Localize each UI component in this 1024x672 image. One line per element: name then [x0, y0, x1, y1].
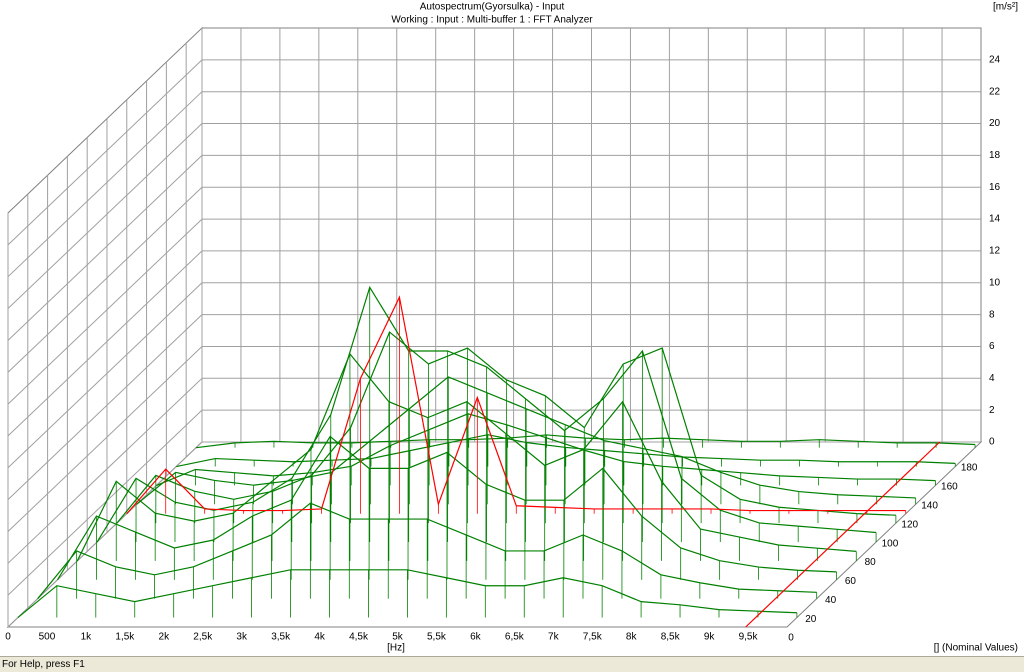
grid-line — [7, 218, 203, 405]
x-tick-label: 5,5k — [427, 632, 447, 643]
x-tick-label: 7k — [548, 632, 560, 643]
grid-line — [7, 250, 203, 437]
trace — [96, 285, 877, 543]
x-tick-label: 3k — [236, 632, 248, 643]
grid-line — [7, 123, 203, 309]
y-tick-label: 16 — [989, 182, 1001, 193]
y-tick-label: 24 — [989, 54, 1001, 65]
y-tick-label: 10 — [989, 277, 1001, 288]
x-tick-label: 1,5k — [115, 632, 135, 643]
x-tick-label: 7,5k — [583, 632, 603, 643]
z-tick-label: 80 — [865, 557, 877, 568]
z-tick-label: 140 — [921, 500, 938, 511]
y-tick-label: 14 — [989, 214, 1001, 225]
chart-title: Autospectrum(Gyorsulka) - Input — [420, 2, 565, 13]
x-tick-label: 8k — [626, 632, 638, 643]
z-tick-label: 160 — [941, 482, 958, 493]
z-axis-label: [] (Nominal Values) — [934, 643, 1018, 654]
z-tick-label: 100 — [882, 538, 899, 549]
x-tick-label: 6k — [470, 632, 482, 643]
x-tick-label: 500 — [39, 632, 56, 643]
status-bar: For Help, press F1 — [0, 656, 1024, 672]
y-tick-label: 8 — [989, 309, 995, 320]
cursor-line — [745, 441, 941, 628]
z-tick-label: 40 — [825, 595, 837, 606]
trace — [56, 435, 837, 581]
x-tick-label: 6,5k — [505, 632, 525, 643]
y-tick-label: 18 — [989, 150, 1001, 161]
trace — [176, 434, 956, 468]
chart: Autospectrum(Gyorsulka) - Input Working … — [5, 2, 1018, 654]
trace — [37, 502, 817, 600]
z-tick-label: 120 — [901, 519, 918, 530]
grid-line — [7, 186, 203, 373]
trace — [156, 413, 936, 486]
x-tick-label: 2k — [159, 632, 171, 643]
grid-line — [7, 282, 203, 469]
y-tick-label: 2 — [989, 405, 995, 416]
grid-line — [7, 409, 203, 596]
x-tick-label: 5k — [392, 632, 404, 643]
y-tick-label: 12 — [989, 246, 1001, 257]
x-axis-label: [Hz] — [387, 643, 405, 654]
z-tick-label: 60 — [845, 576, 857, 587]
trace — [116, 331, 896, 524]
y-tick-label: 22 — [989, 86, 1001, 97]
trace — [17, 569, 797, 619]
grid-line — [7, 314, 203, 500]
z-tick-label: 20 — [805, 614, 817, 625]
z-tick-label: 0 — [788, 633, 794, 644]
y-tick-label: 20 — [989, 118, 1001, 129]
grid-line — [7, 91, 203, 278]
trace — [126, 295, 906, 515]
x-tick-label: 9,5k — [739, 632, 759, 643]
x-tick-label: 8,5k — [661, 632, 681, 643]
y-tick-label: 0 — [989, 437, 995, 448]
z-tick-label: 180 — [961, 463, 978, 474]
x-tick-label: 1k — [81, 632, 93, 643]
x-tick-label: 0 — [5, 632, 11, 643]
y-tick-label: 6 — [989, 341, 995, 352]
grid-line — [7, 346, 203, 532]
chart-subtitle: Working : Input : Multi-buffer 1 : FFT A… — [391, 15, 593, 26]
grid-line — [7, 59, 203, 246]
y-axis-label: [m/s²] — [993, 2, 1018, 13]
grid-line — [7, 377, 203, 564]
x-tick-label: 2,5k — [193, 632, 213, 643]
x-tick-label: 4k — [314, 632, 326, 643]
x-tick-label: 3,5k — [271, 632, 291, 643]
trace — [136, 376, 916, 505]
trace — [76, 352, 857, 562]
grid-line — [7, 155, 203, 341]
x-tick-label: 9k — [704, 632, 716, 643]
y-tick-label: 4 — [989, 373, 995, 384]
x-tick-label: 4,5k — [349, 632, 369, 643]
